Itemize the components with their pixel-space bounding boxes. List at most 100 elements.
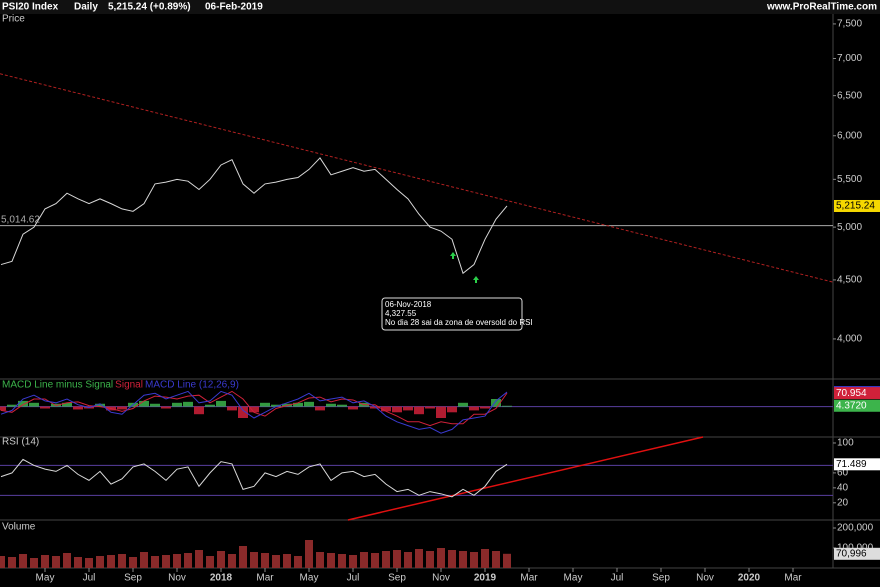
volume-bar — [294, 556, 302, 568]
y-tick-label: 6,000 — [837, 130, 862, 141]
histogram-bar — [403, 406, 413, 411]
volume-bar — [415, 549, 423, 568]
volume-bar — [349, 555, 357, 568]
volume-bar — [305, 540, 313, 568]
histogram-bar — [447, 406, 457, 413]
signal-arrow — [450, 252, 456, 259]
histogram-bar — [480, 406, 490, 409]
x-tick-label: Sep — [388, 573, 406, 584]
volume-bar — [140, 552, 148, 568]
histogram-bar — [337, 404, 347, 407]
volume-bar — [338, 554, 346, 568]
x-tick-label: 2019 — [474, 573, 497, 584]
legend-label: MACD Line (12,26,9) — [145, 380, 239, 391]
x-tick-label: Mar — [520, 573, 538, 584]
volume-bar — [404, 552, 412, 568]
macd-line — [0, 390, 508, 427]
panel-title: Price — [2, 14, 25, 25]
histogram-bar — [458, 402, 468, 407]
y-tick-label: 4,000 — [837, 334, 862, 345]
histogram-bar — [414, 406, 424, 415]
y-tick-label: 5,500 — [837, 174, 862, 185]
histogram-bar — [227, 406, 237, 411]
volume-bar — [118, 554, 126, 568]
y-tick-label: 100 — [837, 438, 854, 449]
volume-bar — [184, 553, 192, 568]
y-tick-label: 4,500 — [837, 275, 862, 286]
volume-bar — [459, 551, 467, 568]
annotation-text: No dia 28 sai da zona de oversold do RSI — [385, 318, 533, 327]
histogram-bar — [62, 402, 72, 407]
histogram-bar — [172, 402, 182, 407]
x-tick-label: Jul — [83, 573, 96, 584]
volume-bar — [283, 554, 291, 568]
histogram-bar — [370, 406, 380, 409]
x-tick-label: Nov — [432, 573, 450, 584]
histogram-bar — [293, 402, 303, 407]
histogram-bar — [73, 406, 83, 410]
y-tick-label: 5,000 — [837, 222, 862, 233]
volume-bar — [382, 551, 390, 568]
volume-bar — [481, 549, 489, 568]
volume-bar — [448, 550, 456, 568]
volume-bar — [272, 555, 280, 568]
volume-bar — [8, 557, 16, 568]
x-tick-label: Mar — [784, 573, 802, 584]
histogram-bar — [348, 406, 358, 410]
last-value-label: 70.954 — [836, 388, 867, 399]
volume-bar — [437, 548, 445, 568]
volume-bar — [74, 557, 82, 568]
annotation-box — [381, 297, 523, 331]
volume-bar — [0, 556, 5, 568]
y-tick-label: 200,000 — [837, 523, 874, 534]
histogram-bar — [95, 403, 105, 407]
volume-bar — [41, 555, 49, 568]
last-value-label: 70,996 — [836, 548, 867, 559]
volume-bar — [327, 553, 335, 568]
histogram-bar — [304, 401, 314, 407]
histogram-bar — [29, 402, 39, 407]
signal-arrow — [473, 276, 479, 283]
volume-bar — [63, 553, 71, 568]
volume-bar — [360, 552, 368, 568]
histogram-bar — [502, 405, 512, 407]
x-tick-label: Sep — [652, 573, 670, 584]
last-value-box — [834, 387, 880, 400]
histogram-bar — [139, 400, 149, 407]
histogram-bar — [326, 403, 336, 407]
volume-bar — [239, 546, 247, 568]
reference-label: 5,014.62 — [1, 214, 40, 225]
volume-bar — [173, 554, 181, 568]
histogram-bar — [392, 406, 402, 413]
annotation-date: 06-Nov-2018 — [385, 300, 432, 309]
quote: 5,215.24 (+0.89%) — [108, 2, 191, 13]
last-value-box — [834, 399, 880, 412]
x-tick-label: 2020 — [738, 573, 761, 584]
volume-bar — [129, 557, 137, 568]
volume-bar — [228, 554, 236, 568]
volume-bar — [492, 551, 500, 568]
x-tick-label: Nov — [696, 573, 714, 584]
volume-bar — [52, 556, 60, 568]
last-value-label: 71.489 — [836, 459, 867, 470]
x-tick-label: May — [564, 573, 583, 584]
histogram-bar — [491, 399, 501, 407]
histogram-bar — [205, 404, 215, 407]
last-value-label: 4.3720 — [836, 400, 867, 411]
x-tick-label: Jul — [611, 573, 624, 584]
x-tick-label: 2018 — [210, 573, 233, 584]
panel-title: Volume — [2, 522, 36, 533]
last-value-box — [834, 199, 880, 212]
header-bar — [0, 0, 880, 14]
last-value-box — [834, 547, 880, 560]
histogram-bar — [425, 406, 435, 409]
histogram-bar — [260, 402, 270, 407]
volume-bar — [162, 555, 170, 568]
histogram-bar — [381, 406, 391, 412]
volume-bar — [316, 552, 324, 568]
histogram-bar — [150, 403, 160, 407]
histogram-bar — [18, 400, 28, 407]
legend-label: MACD Line minus Signal — [2, 380, 113, 391]
period: Daily — [74, 2, 98, 13]
